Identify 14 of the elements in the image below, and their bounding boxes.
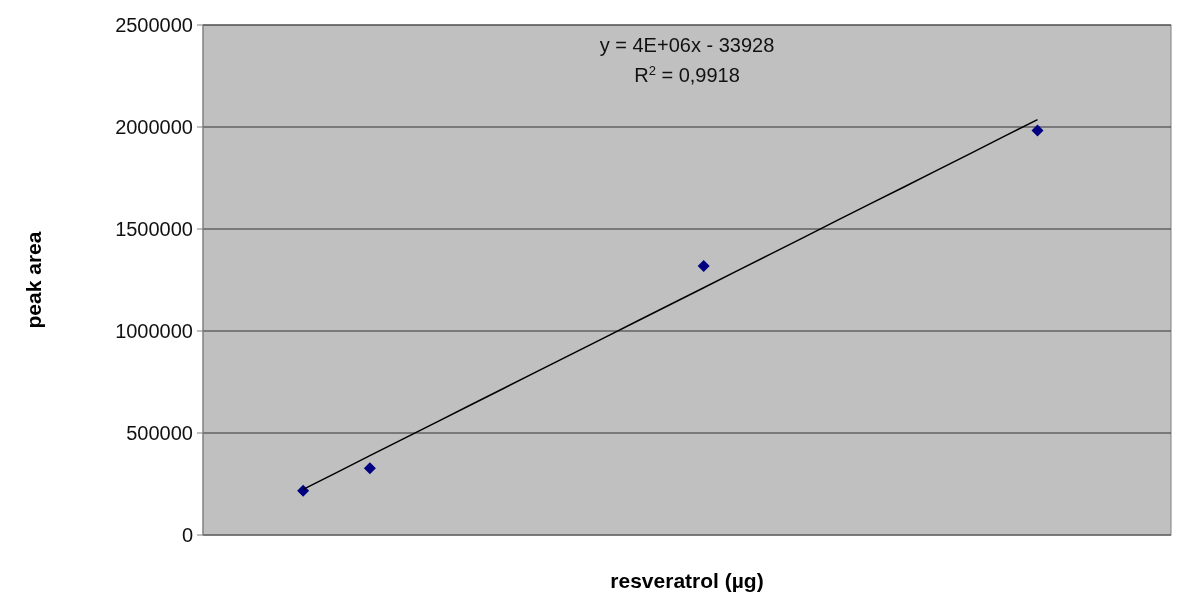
y-tick-label: 1000000: [115, 320, 193, 342]
y-tick-label: 2000000: [115, 116, 193, 138]
x-axis-title: resveratrol (µg): [610, 569, 764, 592]
point: [363, 462, 376, 475]
y-tick-label: 0: [181, 524, 193, 546]
annotation: R$^{2}$ = 0,9918: [634, 62, 740, 86]
annotation: y = 4E+06x - 33928: [599, 34, 775, 56]
y-tick-label: 2500000: [115, 14, 193, 36]
y-axis-title: peak area: [22, 231, 45, 329]
y-tick-label: 1500000: [115, 218, 193, 240]
point: [697, 259, 710, 272]
point: [297, 484, 310, 497]
point: [1031, 124, 1044, 137]
y-tick-label: 500000: [126, 422, 193, 444]
